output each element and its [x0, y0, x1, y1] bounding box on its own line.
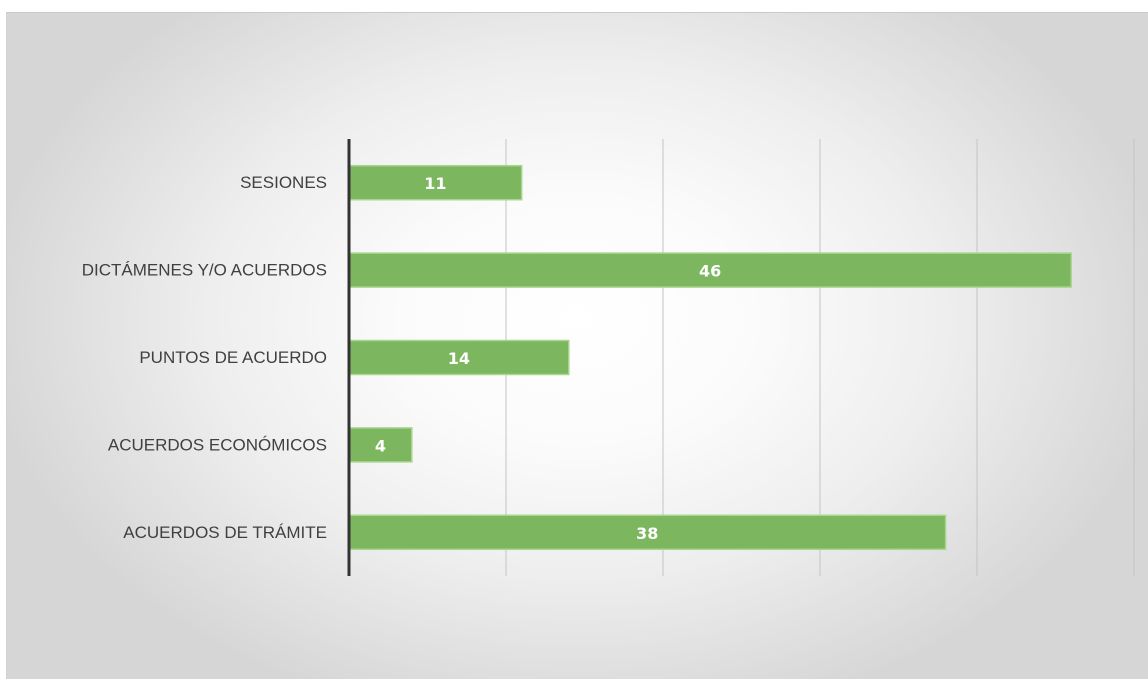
category-label: ACUERDOS ECONÓMICOS [108, 435, 327, 454]
category-label: PUNTOS DE ACUERDO [139, 348, 327, 367]
category-label: SESIONES [240, 173, 327, 192]
chart-area: SESIONES DICTÁMENES Y/O ACUERDOS PUNTOS DE… [6, 12, 1148, 679]
bar [348, 164, 523, 201]
bar-value-label: 14 [448, 349, 470, 368]
category-label: DICTÁMENES Y/O ACUERDOS [82, 261, 327, 280]
value-labels: 11 46 14 4 38 [375, 174, 721, 543]
category-labels: SESIONES DICTÁMENES Y/O ACUERDOS PUNTOS DE… [82, 173, 327, 542]
bar-value-label: 11 [424, 174, 446, 193]
bar-value-label: 4 [375, 436, 386, 455]
bar [348, 427, 413, 463]
gridlines [505, 139, 1135, 576]
bar [348, 339, 570, 376]
bar-value-label: 46 [699, 262, 721, 281]
bar [348, 514, 947, 551]
category-label: ACUERDOS DE TRÁMITE [123, 523, 327, 542]
bar-chart: SESIONES DICTÁMENES Y/O ACUERDOS PUNTOS DE… [82, 139, 1135, 576]
bar-value-label: 38 [636, 524, 658, 543]
